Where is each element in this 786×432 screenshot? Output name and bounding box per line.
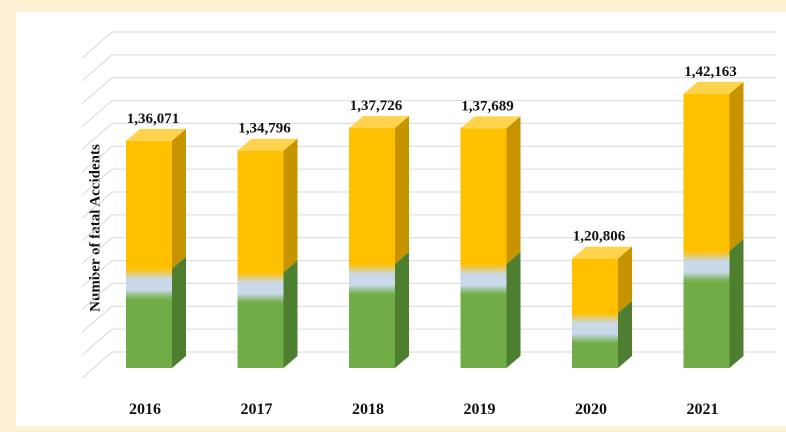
bar-front-green [237, 302, 284, 368]
bar-front-yellow [237, 150, 284, 273]
x-tick-2019: 2019 [464, 401, 496, 418]
bar-2020 [572, 246, 632, 368]
bar-front-band [349, 263, 395, 294]
x-tick-2018: 2018 [352, 401, 384, 418]
plot-area: Number of fatal Accidents 1,36,071 1,34,7… [16, 12, 786, 426]
gridline-slant [81, 351, 113, 379]
gridline-slant [81, 77, 113, 105]
bar-front-green [683, 281, 730, 368]
bar-front-green [572, 342, 618, 368]
bar-front-band [237, 272, 284, 303]
bar-side-face [395, 116, 409, 264]
gridline-slant [81, 305, 113, 333]
gridline-slant [81, 31, 113, 59]
value-label-2021: 1,42,163 [684, 64, 737, 80]
bar-front-band [683, 251, 730, 282]
bar-2018 [349, 116, 409, 368]
bar-side-face-lower [618, 300, 632, 368]
bar-front-band [572, 312, 618, 343]
bar-top-face [572, 246, 632, 259]
gridline-slant [81, 100, 113, 127]
gridline-slant [81, 260, 113, 287]
bar-side-face [283, 138, 298, 273]
bar-2017 [237, 138, 298, 368]
bar-front-green [460, 294, 507, 368]
bar-2021 [683, 81, 744, 368]
gridline-slant [81, 328, 113, 356]
value-label-2019: 1,37,689 [461, 98, 514, 114]
bar-side-face-lower [283, 260, 298, 368]
gridline-slant [81, 145, 113, 173]
value-label-2020: 1,20,806 [573, 229, 626, 245]
value-labels: 1,36,071 1,34,796 1,37,726 1,37,689 1,20,806… [127, 64, 737, 245]
bar-front-yellow [349, 128, 395, 264]
bar-front-yellow [572, 258, 618, 313]
bar-top-face [349, 116, 409, 129]
gridline-slant [81, 191, 113, 219]
bar-front-band [126, 268, 172, 299]
bar-side-face-lower [395, 251, 409, 368]
bar-side-face-lower [172, 256, 186, 368]
bar-side-face-lower [729, 239, 744, 368]
bar-side-face [506, 116, 521, 265]
bar-front-green [349, 293, 395, 368]
bar-front-band [460, 264, 507, 295]
chart-frame: Number of fatal Accidents 1,36,071 1,34,7… [6, 6, 786, 426]
gridline-slant [81, 237, 113, 265]
bar-top-face [460, 116, 521, 129]
bar-top-face [126, 128, 186, 141]
chart-svg: 1,36,071 1,34,796 1,37,726 1,37,689 1,20,806… [81, 31, 776, 418]
bars [126, 81, 744, 368]
value-label-2016: 1,36,071 [127, 111, 180, 127]
x-tick-2017: 2017 [241, 401, 273, 418]
gridline-slant [81, 123, 113, 150]
gridline-slant [81, 283, 113, 310]
bar-side-face [618, 246, 632, 313]
bar-front-green [126, 298, 172, 368]
bar-front-yellow [126, 140, 172, 269]
bar-2019 [460, 116, 521, 368]
x-tick-2020: 2020 [575, 401, 607, 418]
x-tick-labels: 2016 2017 2018 2019 2020 2021 [129, 401, 719, 418]
bar-front-yellow [683, 93, 730, 252]
bar-top-face [237, 138, 298, 151]
value-label-2018: 1,37,726 [350, 98, 403, 114]
bar-side-face [729, 81, 744, 252]
bar-front-yellow [460, 128, 507, 265]
bar-side-face-lower [506, 252, 521, 368]
x-tick-2021: 2021 [687, 401, 719, 418]
gridline-slant [81, 168, 113, 196]
x-tick-2016: 2016 [129, 401, 161, 418]
bar-top-face [683, 81, 744, 94]
bar-2016 [126, 128, 186, 368]
gridline-slant [81, 214, 113, 242]
bar-side-face [172, 128, 186, 269]
gridline-slant [81, 54, 113, 82]
value-label-2017: 1,34,796 [238, 121, 291, 137]
gridlines [81, 31, 776, 379]
